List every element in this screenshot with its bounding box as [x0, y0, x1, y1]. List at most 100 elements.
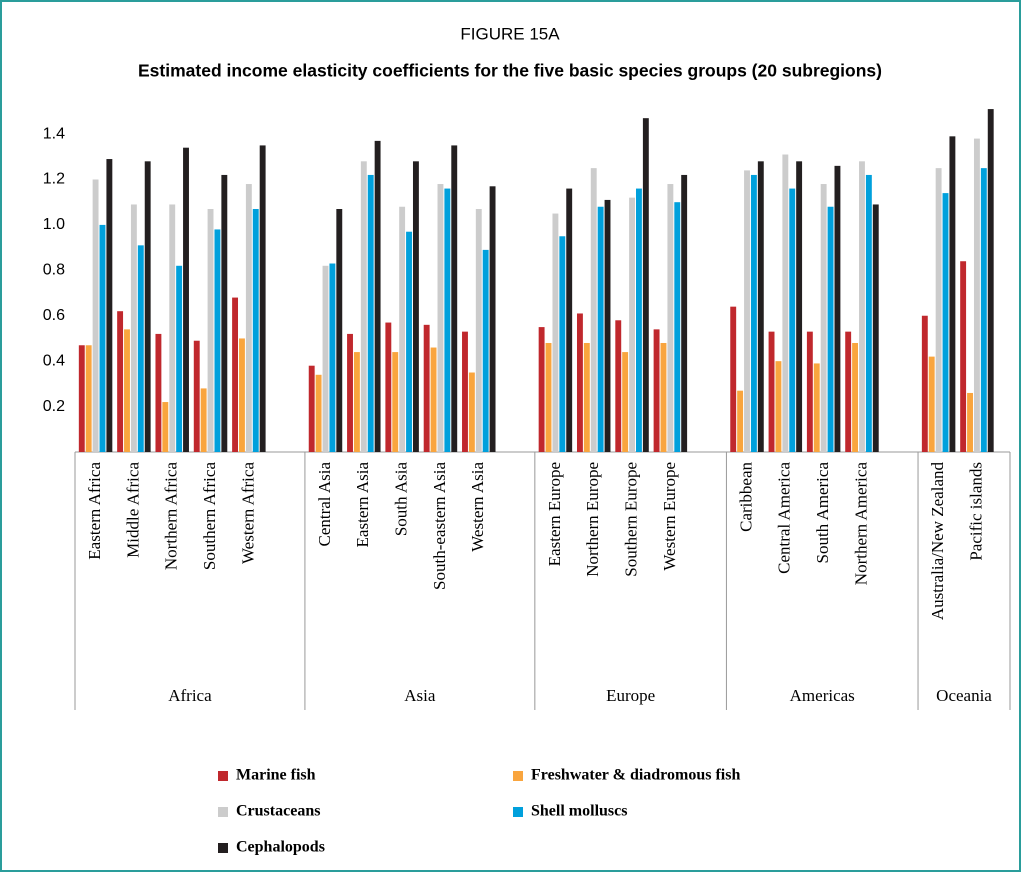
x-tick-label: Western Africa: [238, 462, 257, 564]
x-tick-label: Eastern Africa: [85, 462, 104, 560]
x-tick-label: South Asia: [392, 462, 411, 537]
bar: [942, 193, 949, 452]
legend-label: Cephalopods: [236, 839, 325, 856]
bar: [245, 184, 252, 452]
x-tick-label: Western Asia: [468, 462, 487, 552]
bar: [757, 161, 764, 452]
y-tick-label: 1.4: [43, 125, 65, 142]
x-tick-label: Eastern Europe: [545, 462, 564, 566]
bar: [681, 174, 688, 452]
legend-swatch: [218, 771, 228, 781]
x-tick-label: Western Europe: [660, 462, 679, 571]
bar: [475, 209, 482, 452]
bar: [207, 209, 214, 452]
legend-swatch: [218, 843, 228, 853]
bar: [552, 213, 559, 452]
x-tick-label: Central America: [775, 462, 794, 574]
legend-swatch: [218, 807, 228, 817]
x-tick-label: Eastern Asia: [353, 462, 372, 548]
bar: [615, 320, 622, 452]
chart-subtitle: Estimated income elasticity coefficients…: [138, 61, 882, 81]
legend-swatch: [513, 807, 523, 817]
bar: [347, 333, 353, 452]
legend-swatch: [513, 771, 523, 781]
bar: [315, 374, 322, 452]
bar: [949, 136, 956, 452]
y-tick-label: 0.2: [43, 398, 65, 415]
bar: [806, 331, 813, 452]
bar: [399, 206, 406, 452]
x-tick-label: Southern Europe: [621, 462, 640, 577]
bar: [137, 245, 144, 452]
bar: [392, 352, 399, 452]
group-label: Oceania: [936, 686, 992, 705]
x-tick-label: South America: [813, 462, 832, 564]
legend-label: Shell molluscs: [531, 803, 627, 820]
bar: [737, 390, 744, 452]
bar: [85, 345, 92, 452]
bar: [176, 265, 183, 452]
bar: [566, 188, 573, 452]
bar: [845, 331, 852, 452]
y-tick-label: 0.4: [43, 352, 65, 369]
bar: [124, 329, 130, 452]
bar: [367, 174, 374, 452]
bar: [744, 170, 750, 452]
bar: [827, 206, 834, 452]
bar: [636, 188, 642, 452]
bar: [852, 342, 859, 452]
bar: [642, 118, 649, 453]
group-label: Europe: [606, 686, 655, 705]
x-tick-label: Caribbean: [736, 462, 755, 532]
bar: [162, 402, 169, 452]
bar: [437, 184, 444, 452]
bar: [308, 365, 315, 452]
bar: [834, 165, 841, 452]
group-label: Americas: [790, 686, 855, 705]
bar: [660, 342, 667, 452]
bar: [489, 186, 496, 453]
bar: [967, 392, 973, 452]
group-label: Africa: [168, 686, 212, 705]
y-tick-label: 1.0: [43, 216, 65, 233]
bar: [796, 161, 803, 452]
bar: [928, 356, 935, 452]
bar: [820, 184, 827, 452]
bar: [322, 265, 329, 452]
x-tick-label: Northern Africa: [162, 462, 181, 571]
bar: [590, 168, 597, 452]
bar: [462, 331, 468, 452]
bar: [559, 236, 566, 452]
bar: [576, 313, 583, 452]
bar: [973, 138, 980, 452]
bar: [200, 388, 207, 452]
y-tick-label: 1.2: [43, 171, 65, 188]
bar: [604, 199, 611, 452]
bar: [423, 324, 430, 452]
bar: [674, 202, 681, 452]
bar: [545, 342, 552, 452]
bar: [374, 140, 381, 452]
bar: [106, 159, 113, 452]
bar: [232, 297, 239, 452]
bar: [78, 345, 85, 452]
bar: [99, 224, 106, 452]
bar: [406, 231, 412, 452]
y-tick-label: 0.6: [43, 307, 65, 324]
x-tick-label: Middle Africa: [123, 462, 142, 558]
x-tick-label: Pacific islands: [966, 462, 985, 561]
bar: [653, 329, 660, 452]
bar: [921, 315, 928, 452]
bar: [92, 179, 99, 452]
x-tick-label: Southern Africa: [200, 462, 219, 571]
bar: [259, 145, 266, 452]
bar: [193, 340, 200, 452]
bar: [252, 209, 259, 452]
legend-label: Marine fish: [236, 767, 316, 784]
bar: [117, 311, 124, 452]
bar: [667, 184, 674, 452]
bar: [329, 263, 336, 452]
bar: [789, 188, 796, 452]
bar: [468, 372, 475, 452]
